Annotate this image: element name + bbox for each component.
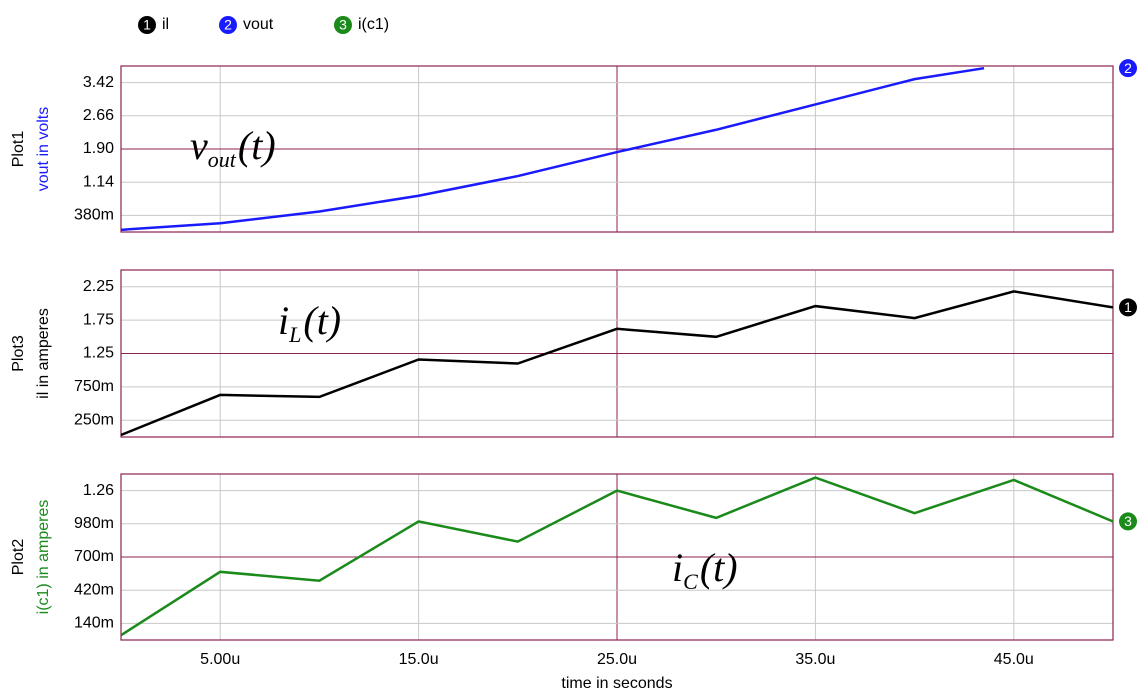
annotation: iL(t) [278,298,341,347]
y-tick-label: 2.25 [83,278,114,295]
y-tick-label: 1.26 [83,482,114,499]
annotation-arg: (t) [700,545,738,590]
y-tick-label: 1.75 [83,311,114,328]
x-tick-label: 35.0u [795,651,835,668]
plot-frame [120,269,1114,438]
plot-name: Plot2 [10,539,27,576]
plot-frame [120,473,1114,641]
trace-line [121,290,1113,437]
annotation-sub: C [683,569,698,594]
trace-marker [1119,59,1137,78]
annotation-main: i [278,298,289,343]
annotation-sub: out [208,147,237,172]
legend-number: 3 [339,17,347,33]
x-tick-label: 5.00u [200,651,240,668]
legend-label: i(c1) [358,16,389,33]
y-tick-label: 750m [74,378,114,395]
legend-number: 1 [143,17,151,33]
annotation: iC(t) [672,545,738,594]
legend-number: 2 [224,17,232,33]
x-tick-label: 25.0u [597,651,637,668]
plot-name: Plot3 [10,335,27,372]
trace-line [121,476,1113,637]
legend-label: il [162,16,169,33]
annotation-arg: (t) [303,298,341,343]
annotation: vout(t) [190,123,276,172]
y-tick-label: 1.90 [83,140,114,157]
y-tick-label: 2.66 [83,107,114,124]
y-tick-label: 700m [74,548,114,565]
legend-marker [334,16,352,34]
y-tick-label: 980m [74,515,114,532]
trace-line [121,66,985,232]
y-tick-label: 250m [74,412,114,429]
trace-marker-number: 2 [1124,60,1132,76]
annotation-sub: L [288,322,301,347]
y-tick-label: 140m [74,615,114,632]
trace-marker-number: 3 [1124,513,1132,529]
x-tick-label: 15.0u [399,651,439,668]
y-tick-label: 380m [74,207,114,224]
plot-name: Plot1 [10,131,27,168]
trace-marker [1119,512,1137,531]
x-axis-label: time in seconds [561,675,672,692]
trace-marker-number: 1 [1124,299,1132,315]
x-tick-label: 45.0u [994,651,1034,668]
trace-marker [1119,298,1137,317]
y-axis-label: il in amperes [35,308,52,399]
legend-marker [219,16,237,34]
y-axis-label: i(c1) in amperes [35,500,52,615]
y-tick-label: 1.14 [83,173,114,190]
y-tick-label: 3.42 [83,74,114,91]
y-tick-label: 1.25 [83,345,114,362]
y-tick-label: 420m [74,581,114,598]
legend-marker [138,16,156,34]
legend-label: vout [243,16,274,33]
annotation-main: v [190,123,208,168]
annotation-main: i [672,545,683,590]
plot-frame [120,65,1114,233]
y-axis-label: vout in volts [35,107,52,191]
annotation-arg: (t) [238,123,276,168]
